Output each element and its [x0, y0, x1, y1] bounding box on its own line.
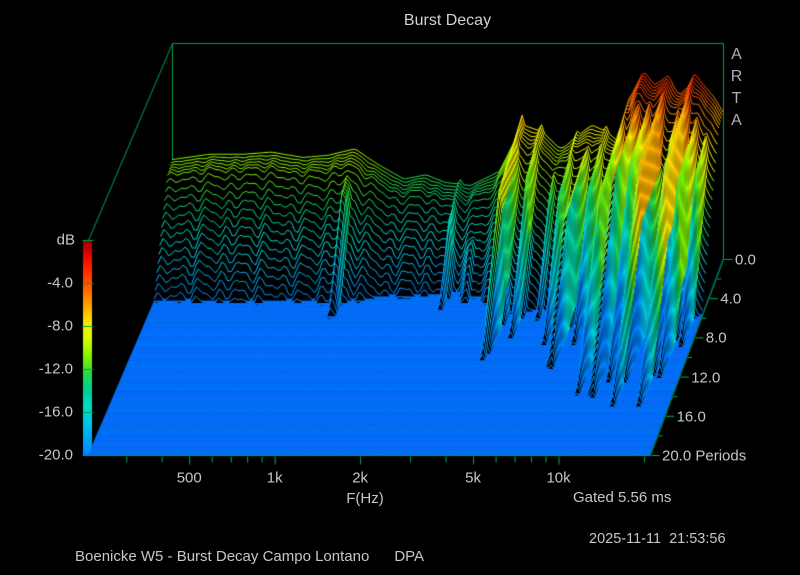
arta-watermark: ARTA	[728, 46, 745, 134]
db-axis-label: dB	[56, 231, 75, 249]
x-axis-label: F(Hz)	[346, 490, 384, 507]
period-tick-label: 0.0	[735, 251, 756, 269]
period-tick-label: 20.0 Periods	[662, 447, 747, 465]
period-tick-label: 16.0	[676, 408, 706, 426]
db-tick-label: -12.0	[38, 360, 73, 378]
period-tick-label: 12.0	[691, 369, 721, 387]
measurement-annotation: Boenicke W5 - Burst Decay Campo Lontano …	[75, 548, 425, 565]
timestamp: 2025-11-11 21:53:56	[589, 531, 726, 547]
x-tick-label: 10k	[546, 469, 571, 487]
gated-label: Gated 5.56 ms	[573, 489, 672, 506]
x-tick-label: 1k	[266, 469, 283, 487]
db-tick-label: -16.0	[38, 403, 73, 421]
db-tick-label: -4.0	[47, 274, 73, 292]
period-tick-label: 4.0	[720, 290, 742, 308]
x-tick-label: 2k	[352, 469, 369, 487]
db-tick-label: -8.0	[47, 317, 73, 335]
x-tick-label: 500	[176, 469, 202, 487]
page-title: Burst Decay	[403, 12, 492, 29]
x-tick-label: 5k	[465, 469, 481, 487]
db-tick-label: -20.0	[38, 446, 73, 464]
period-tick-label: 8.0	[705, 329, 727, 347]
